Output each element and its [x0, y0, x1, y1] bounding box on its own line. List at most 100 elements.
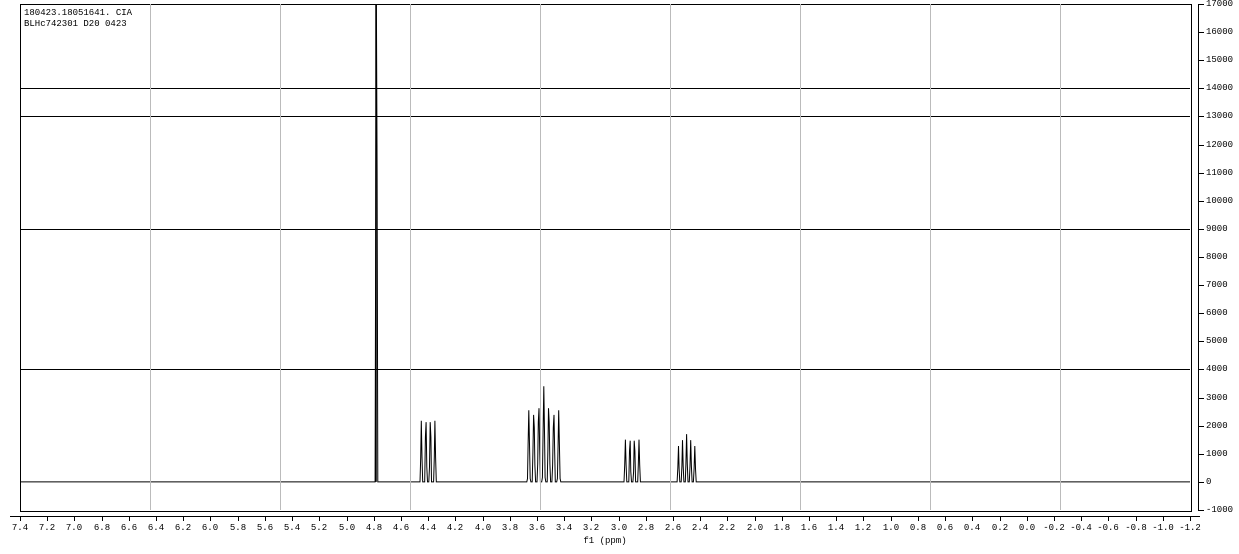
major-hgrid — [20, 369, 1190, 370]
x-tick-label: 2.8 — [638, 523, 654, 533]
x-tick-label: 0.2 — [992, 523, 1008, 533]
x-tick-label: 2.2 — [719, 523, 735, 533]
x-tick — [1108, 516, 1109, 521]
x-tick-label: 3.6 — [529, 523, 545, 533]
y-tick-label: 6000 — [1206, 308, 1228, 318]
x-tick — [1081, 516, 1082, 521]
x-tick — [210, 516, 211, 521]
x-tick — [918, 516, 919, 521]
x-tick-label: 4.8 — [366, 523, 382, 533]
x-tick-label: 1.0 — [883, 523, 899, 533]
x-tick — [292, 516, 293, 521]
x-tick — [156, 516, 157, 521]
x-tick — [1054, 516, 1055, 521]
x-tick — [401, 516, 402, 521]
x-tick — [74, 516, 75, 521]
major-hgrid — [20, 229, 1190, 230]
x-tick — [47, 516, 48, 521]
x-tick — [238, 516, 239, 521]
x-tick-label: 0.0 — [1019, 523, 1035, 533]
x-tick — [727, 516, 728, 521]
minor-vgrid — [280, 4, 281, 510]
x-tick — [673, 516, 674, 521]
x-tick-label: 7.4 — [12, 523, 28, 533]
y-tick-label: 2000 — [1206, 421, 1228, 431]
x-tick — [972, 516, 973, 521]
x-tick — [1000, 516, 1001, 521]
x-tick-label: 6.0 — [202, 523, 218, 533]
x-tick — [1136, 516, 1137, 521]
x-tick-label: 3.2 — [583, 523, 599, 533]
x-tick — [564, 516, 565, 521]
x-tick-label: -0.8 — [1125, 523, 1147, 533]
x-tick — [782, 516, 783, 521]
x-tick — [755, 516, 756, 521]
x-ruler-line — [10, 516, 1200, 517]
x-tick-label: 2.4 — [692, 523, 708, 533]
x-tick — [1190, 516, 1191, 521]
x-tick — [1027, 516, 1028, 521]
x-tick-label: 6.4 — [148, 523, 164, 533]
x-tick — [1163, 516, 1164, 521]
x-tick — [863, 516, 864, 521]
y-tick-label: 9000 — [1206, 224, 1228, 234]
x-tick-label: 7.0 — [66, 523, 82, 533]
x-tick — [537, 516, 538, 521]
x-tick — [102, 516, 103, 521]
x-tick-label: 7.2 — [39, 523, 55, 533]
minor-vgrid — [800, 4, 801, 510]
x-tick-label: 2.6 — [665, 523, 681, 533]
x-tick-label: 4.6 — [393, 523, 409, 533]
minor-vgrid — [930, 4, 931, 510]
x-tick — [455, 516, 456, 521]
y-tick-label: 1000 — [1206, 449, 1228, 459]
spectrum-path — [20, 4, 1190, 482]
x-tick — [700, 516, 701, 521]
x-tick-label: -1.0 — [1152, 523, 1174, 533]
major-hgrid — [20, 116, 1190, 117]
x-tick-label: 6.2 — [175, 523, 191, 533]
y-tick-label: 15000 — [1206, 55, 1233, 65]
x-tick — [183, 516, 184, 521]
x-tick-label: 0.6 — [937, 523, 953, 533]
x-tick-label: 0.4 — [964, 523, 980, 533]
x-tick-label: 6.6 — [121, 523, 137, 533]
x-tick — [510, 516, 511, 521]
minor-vgrid — [670, 4, 671, 510]
x-tick-label: 5.8 — [230, 523, 246, 533]
y-tick-label: 7000 — [1206, 280, 1228, 290]
x-tick — [20, 516, 21, 521]
x-tick — [945, 516, 946, 521]
x-tick-label: 3.0 — [611, 523, 627, 533]
x-tick-label: 1.2 — [855, 523, 871, 533]
x-tick — [619, 516, 620, 521]
x-tick-label: -0.4 — [1070, 523, 1092, 533]
y-tick-label: 14000 — [1206, 83, 1233, 93]
x-tick — [347, 516, 348, 521]
x-tick-label: 4.0 — [475, 523, 491, 533]
y-tick-label: 17000 — [1206, 0, 1233, 9]
x-tick — [591, 516, 592, 521]
spectrum-trace — [0, 0, 1239, 554]
x-tick — [646, 516, 647, 521]
x-tick-label: 1.6 — [801, 523, 817, 533]
x-tick-label: 2.0 — [747, 523, 763, 533]
minor-vgrid — [540, 4, 541, 510]
y-tick-label: -1000 — [1206, 505, 1233, 515]
x-tick — [891, 516, 892, 521]
x-tick-label: 3.8 — [502, 523, 518, 533]
x-tick-label: 4.2 — [447, 523, 463, 533]
y-tick-label: 3000 — [1206, 393, 1228, 403]
major-hgrid — [20, 88, 1190, 89]
y-tick-label: 13000 — [1206, 111, 1233, 121]
y-tick-label: 10000 — [1206, 196, 1233, 206]
x-tick — [374, 516, 375, 521]
minor-vgrid — [410, 4, 411, 510]
x-tick-label: 5.6 — [257, 523, 273, 533]
y-tick-label: 5000 — [1206, 336, 1228, 346]
x-tick — [836, 516, 837, 521]
right-axis-line — [1198, 4, 1199, 510]
minor-vgrid — [1060, 4, 1061, 510]
y-tick-label: 8000 — [1206, 252, 1228, 262]
x-tick — [809, 516, 810, 521]
